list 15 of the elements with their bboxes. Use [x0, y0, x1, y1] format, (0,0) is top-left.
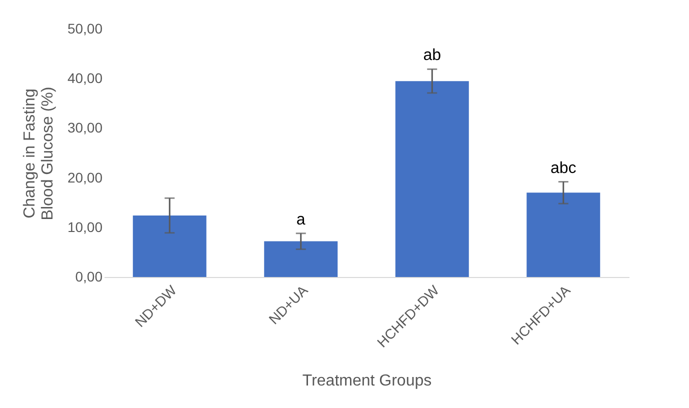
y-axis-title: Change in Fasting Blood Glucose (%): [21, 86, 56, 220]
y-tick-label: 40,00: [67, 70, 103, 86]
bar: [395, 81, 469, 277]
y-tick-label: 20,00: [67, 169, 103, 186]
bar: [132, 215, 206, 277]
y-tick-label: 30,00: [67, 120, 103, 136]
y-tick-label: 50,00: [67, 20, 103, 36]
y-tick-label: 0,00: [75, 268, 103, 284]
bar: [264, 241, 338, 277]
annotation: abc: [550, 160, 576, 177]
bar: [526, 192, 600, 277]
annotation: a: [296, 211, 306, 228]
y-tick-label: 10,00: [67, 218, 103, 235]
annotation: ab: [423, 47, 442, 64]
x-axis-title: Treatment Groups: [302, 372, 432, 390]
